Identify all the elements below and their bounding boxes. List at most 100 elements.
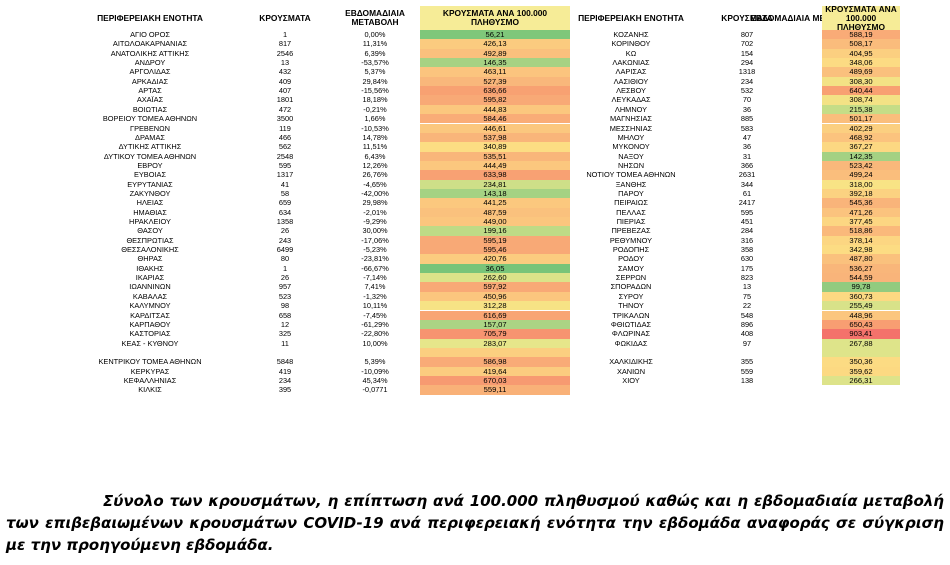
left-change-cell: 26,76% — [362, 170, 388, 180]
left-region-cell: ΚΑΒΑΛΑΣ — [132, 291, 168, 301]
left-region-cell: ΓΡΕΒΕΝΩΝ — [130, 123, 170, 133]
left-change-cell: -22,80% — [361, 329, 389, 339]
right-rate-cell: 588,19 — [822, 30, 900, 40]
right-rate-cell: 360,73 — [822, 291, 900, 302]
right-rate-cell: 468,92 — [822, 132, 900, 143]
table-row: ΑΝΔΡΟΥ13-53,57%146,35ΛΑΚΩΝΙΑΣ29419,51%34… — [60, 58, 900, 68]
left-cases-cell: 41 — [280, 179, 290, 189]
right-rate-cell: 518,86 — [822, 226, 900, 236]
left-region-cell: ΑΡΚΑΔΙΑΣ — [131, 76, 169, 86]
left-change-cell: 12,26% — [362, 160, 388, 170]
table-row: ΔΥΤΙΚΗΣ ΑΤΤΙΚΗΣ56211,51%340,89ΜΥΚΟΝΟΥ36-… — [60, 142, 900, 152]
right-region-cell: ΚΩ — [625, 48, 637, 58]
right-cases-cell: 408 — [740, 329, 754, 339]
left-region-cell: ΚΕΡΚΥΡΑΣ — [130, 366, 170, 376]
left-cases-cell: 409 — [278, 76, 292, 86]
right-region-cell: ΦΛΩΡΙΝΑΣ — [611, 329, 651, 339]
left-cases-cell: 523 — [278, 291, 292, 301]
left-region-cell: ΚΕΦΑΛΛΗΝΙΑΣ — [123, 375, 177, 385]
left-rate-cell: 527,39 — [420, 76, 570, 87]
left-cases-cell: 3500 — [276, 114, 294, 124]
table-row: ΚΕΝΤΡΙΚΟΥ ΤΟΜΕΑ ΑΘΗΝΩΝ 5848 5,39% 586,98 ΧΑΛ… — [60, 357, 900, 367]
right-cases-cell: 294 — [740, 58, 754, 68]
left-cases-cell: 634 — [278, 207, 292, 217]
right-cases-cell: 75 — [742, 291, 752, 301]
left-change-cell: 11,31% — [362, 39, 388, 49]
right-rate-cell: 402,29 — [822, 123, 900, 133]
left-rate-cell: 441,25 — [420, 198, 570, 208]
left-change-cell: -42,00% — [361, 188, 389, 198]
left-cases-cell: 325 — [278, 329, 292, 339]
left-region-cell: ΗΡΑΚΛΕΙΟΥ — [129, 217, 171, 226]
left-cases-cell: 80 — [280, 254, 290, 264]
right-cases-cell: 1318 — [738, 67, 756, 77]
table-row: ΚΑΒΑΛΑΣ523-1,32%450,96ΣΥΡΟΥ75-34,78%360,… — [60, 291, 900, 302]
left-region-cell: ΑΝΔΡΟΥ — [134, 58, 166, 68]
left-cases-cell: 432 — [278, 67, 292, 77]
left-cases-cell: 595 — [278, 160, 292, 170]
right-rate-cell: 903,41 — [822, 329, 900, 339]
right-cases-cell: 284 — [740, 226, 754, 236]
right-rate-cell: 536,27 — [822, 263, 900, 274]
right-cases-cell — [692, 348, 802, 357]
right-rate-cell: 377,45 — [822, 217, 900, 227]
left-region-cell: ΘΕΣΠΡΩΤΙΑΣ — [126, 235, 174, 245]
left-region-cell: ΘΗΡΑΣ — [137, 254, 163, 264]
right-cases-cell: 36 — [742, 104, 752, 114]
right-region-cell — [570, 348, 692, 357]
right-region-cell: ΛΑΡΙΣΑΣ — [615, 67, 647, 77]
left-cases-cell: 658 — [278, 310, 292, 320]
table-row: ΔΡΑΜΑΣ46614,78%537,98ΜΗΛΟΥ47-44,71%468,9… — [60, 132, 900, 143]
left-change-cell: -53,57% — [361, 58, 389, 68]
right-rate-cell — [822, 347, 900, 358]
right-region-cell: ΛΑΚΩΝΙΑΣ — [612, 58, 650, 68]
left-cases-cell: 26 — [280, 226, 290, 236]
right-cases-cell: 358 — [740, 245, 754, 255]
left-change-cell: -7,14% — [363, 273, 387, 283]
right-rate-cell: 255,49 — [822, 301, 900, 311]
left-cases-cell: 817 — [278, 39, 292, 49]
right-rate-cell: 359,62 — [822, 366, 900, 376]
table-row: ΑΝΑΤΟΛΙΚΗΣ ΑΤΤΙΚΗΣ25466,39%492,89ΚΩ154-1… — [60, 48, 900, 59]
right-rate-cell: 489,69 — [822, 67, 900, 77]
right-rate-cell: 266,31 — [822, 375, 900, 386]
table-row: ΒΟΙΩΤΙΑΣ472-0,21%444,83ΛΗΜΝΟΥ36-7,69%215… — [60, 104, 900, 115]
left-cases-cell: 12 — [280, 319, 290, 329]
left-region-cell: ΘΑΣΟΥ — [137, 226, 163, 236]
left-region-cell: ΘΕΣΣΑΛΟΝΙΚΗΣ — [121, 245, 179, 255]
right-region-cell: ΡΟΔΟΥ — [618, 254, 644, 264]
right-cases-cell: 559 — [740, 366, 754, 376]
left-rate-cell: 559,11 — [420, 385, 570, 395]
header-rate-right: ΚΡΟΥΣΜΑΤΑ ΑΝΑ 100.000 ΠΛΗΘΥΣΜΟ — [822, 4, 900, 31]
left-cases-cell: 5848 — [276, 357, 294, 367]
table-row: ΙΚΑΡΙΑΣ26-7,14%262,60ΣΕΡΡΩΝ823-0,84%544,… — [60, 273, 900, 283]
left-cases-cell: 6499 — [276, 245, 294, 255]
right-rate-cell: 501,17 — [822, 114, 900, 124]
right-region-cell: ΝΟΤΙΟΥ ΤΟΜΕΑ ΑΘΗΝΩΝ — [586, 170, 676, 180]
right-rate-cell: 318,00 — [822, 179, 900, 189]
left-region-cell: ΑΝΑΤΟΛΙΚΗΣ ΑΤΤΙΚΗΣ — [110, 48, 190, 58]
left-change-cell: -2,01% — [363, 207, 387, 217]
table-row: ΘΑΣΟΥ2630,00%199,16ΠΡΕΒΕΖΑΣ28460,45%518,… — [60, 226, 900, 236]
left-rate-cell: 487,59 — [420, 207, 570, 217]
table-row: ΒΟΡΕΙΟΥ ΤΟΜΕΑ ΑΘΗΝΩΝ 3500 1,66% 584,46 ΜΑΓΝΗ… — [60, 114, 900, 124]
right-cases-cell: 138 — [740, 375, 754, 385]
left-rate-cell: 584,46 — [420, 114, 570, 124]
right-region-cell: ΡΟΔΟΠΗΣ — [612, 245, 650, 255]
right-rate-cell: 523,42 — [822, 160, 900, 171]
right-rate-cell: 544,59 — [822, 273, 900, 283]
left-cases-cell: 1317 — [276, 170, 294, 180]
right-region-cell: ΜΥΚΟΝΟΥ — [612, 142, 650, 152]
left-cases-cell — [240, 348, 330, 357]
right-cases-cell: 47 — [742, 132, 752, 142]
left-cases-cell: 472 — [278, 104, 292, 114]
right-rate-cell: 487,80 — [822, 254, 900, 264]
table-row: ΚΑΡΠΑΘΟΥ12-61,29%157,07ΦΘΙΩΤΙΔΑΣ89621,41… — [60, 319, 900, 330]
header-region-left: ΠΕΡΙΦΕΡΕΙΑΚΗ ΕΝΟΤΗΤΑ — [97, 12, 203, 23]
table-row: ΚΙΛΚΙΣ 395 -0,0771 559,11 — [60, 385, 900, 395]
left-rate-cell: 340,89 — [420, 142, 570, 152]
left-change-cell: 0,00% — [364, 30, 386, 39]
right-region-cell: ΠΕΛΛΑΣ — [616, 207, 646, 217]
